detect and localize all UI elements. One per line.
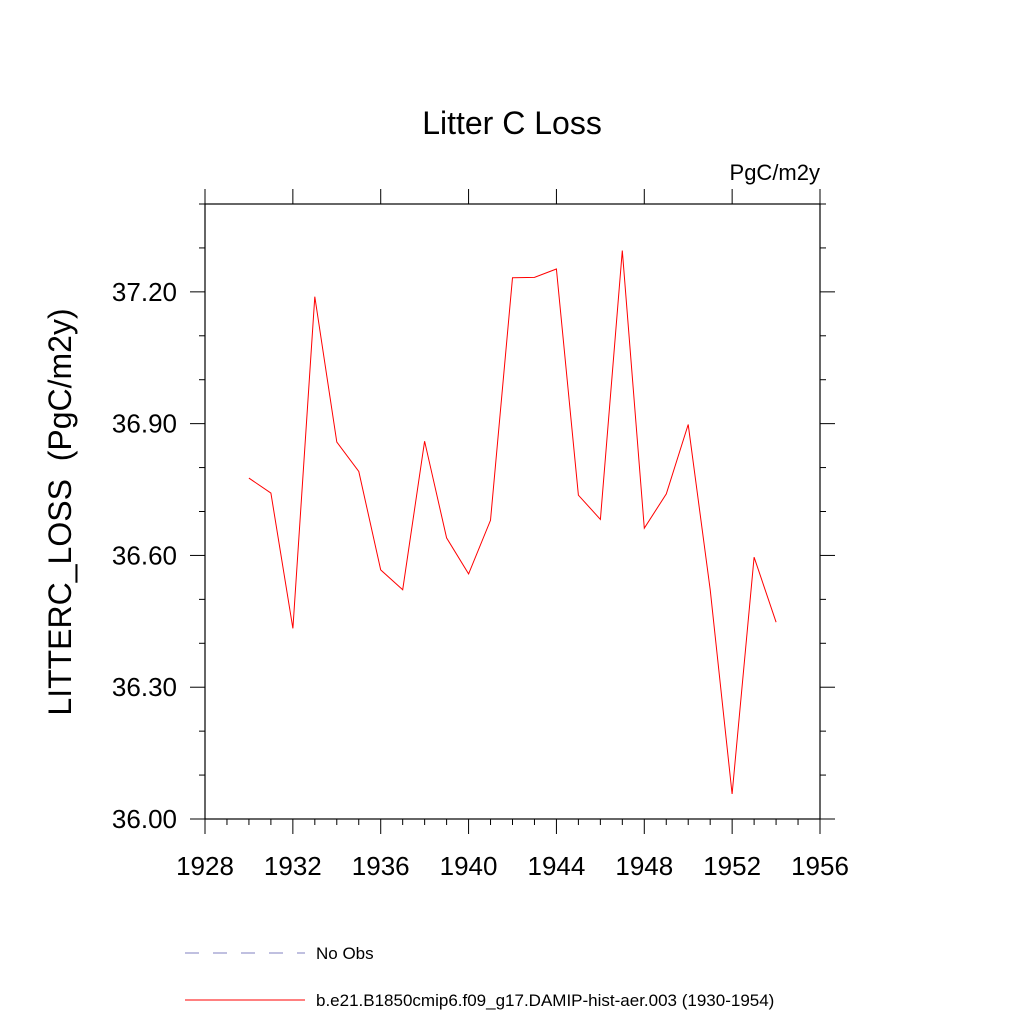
y-tick-label: 36.30: [112, 672, 177, 702]
plot-frame: [204, 203, 821, 820]
x-axis: 1928 1932 1936 1940 1944 1948 1952 1956: [176, 189, 849, 881]
x-tick-label: 1928: [176, 851, 234, 881]
plot-series: [248, 250, 777, 795]
x-tick-label: 1944: [528, 851, 586, 881]
chart-title: Litter C Loss: [422, 105, 602, 141]
x-tick-label: 1932: [264, 851, 322, 881]
legend-label-no-obs: No Obs: [316, 944, 374, 963]
x-tick-label: 1948: [615, 851, 673, 881]
y-tick-label: 36.90: [112, 409, 177, 439]
x-tick-label: 1936: [352, 851, 410, 881]
x-tick-label: 1940: [440, 851, 498, 881]
legend: No Obs b.e21.B1850cmip6.f09_g17.DAMIP-hi…: [185, 944, 774, 1010]
y-axis-label: LITTERC_LOSS (PgC/m2y): [42, 308, 78, 715]
legend-label-model: b.e21.B1850cmip6.f09_g17.DAMIP-hist-aer.…: [316, 991, 774, 1010]
units-label: PgC/m2y: [730, 160, 820, 185]
x-tick-label: 1952: [703, 851, 761, 881]
y-axis: 36.00 36.30 36.60 36.90 37.20: [112, 203, 835, 834]
series-line: [248, 250, 777, 795]
y-tick-label: 37.20: [112, 277, 177, 307]
y-tick-label: 36.60: [112, 540, 177, 570]
y-tick-label: 36.00: [112, 804, 177, 834]
x-tick-label: 1956: [791, 851, 849, 881]
